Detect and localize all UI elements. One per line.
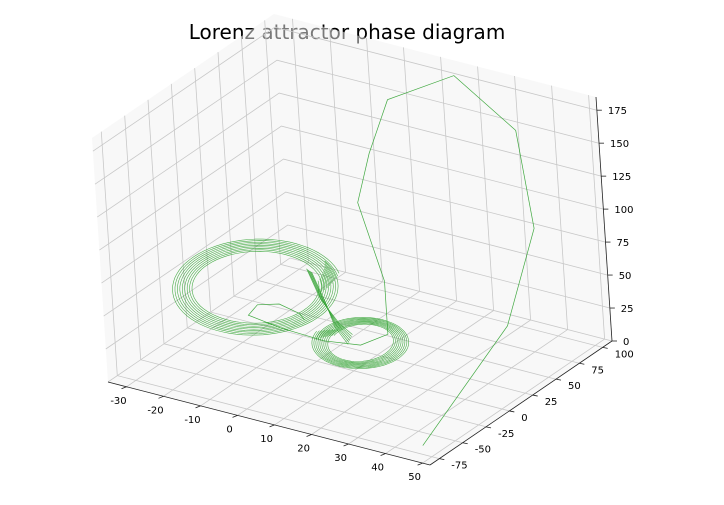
x-tick-label: -30	[110, 396, 126, 407]
z-tick-label: 0	[623, 337, 629, 348]
x-tick-label: 50	[408, 472, 421, 483]
y-tick-label: 50	[568, 381, 581, 392]
x-tick-label: 30	[334, 453, 347, 464]
left-wing-orbit	[172, 238, 340, 336]
z-tick-label: 100	[614, 205, 633, 216]
right-wing-orbit	[313, 317, 408, 369]
z-tick-label: 50	[619, 271, 632, 282]
right-wing-orbit	[317, 319, 404, 367]
x-tick	[417, 462, 423, 466]
y-tick-label: 0	[521, 413, 527, 424]
right-wing-orbit	[321, 321, 400, 365]
z-gridline	[96, 92, 602, 218]
z-gridline	[107, 257, 613, 383]
z-gridline	[94, 59, 600, 185]
x-axis-line	[107, 381, 431, 466]
y-tick-label: 25	[545, 397, 558, 408]
left-wing-orbit	[191, 250, 323, 324]
y-tick	[462, 442, 468, 445]
y-tick-label: 75	[591, 365, 604, 376]
axis-panes	[92, 14, 612, 465]
left-wing-orbit	[189, 249, 326, 326]
y-tick	[555, 378, 562, 381]
x-tick-label: -20	[147, 405, 163, 416]
y-tick	[485, 426, 492, 429]
left-wing-orbit	[174, 240, 338, 335]
x-tick	[158, 395, 164, 399]
x-tick-label: 10	[260, 434, 273, 445]
series-layer	[172, 75, 535, 446]
z-tick-label: 175	[608, 106, 627, 117]
bridge-orbit	[306, 268, 353, 335]
x-tick	[380, 453, 386, 456]
y-tick	[509, 410, 515, 413]
right-wing-orbit	[323, 322, 398, 364]
y-tick	[532, 394, 538, 397]
left-wing-orbit	[177, 241, 337, 333]
z-gridline	[99, 125, 604, 251]
x-tick	[306, 434, 312, 437]
trajectory-line	[247, 75, 535, 446]
x-tick	[121, 386, 127, 390]
bridge-orbit	[308, 270, 352, 339]
x-tick	[232, 415, 238, 418]
z-axis-line	[595, 96, 613, 342]
left-wing-orbit	[181, 244, 333, 330]
x-tick-label: -10	[184, 415, 200, 426]
back-wall-pane	[274, 14, 612, 341]
x-tick	[269, 424, 275, 428]
y-tick	[439, 458, 445, 461]
y-axis-line	[429, 340, 613, 466]
z-tick-label: 25	[621, 304, 634, 315]
right-wing-orbit	[315, 318, 406, 368]
x-tick-label: 0	[226, 424, 232, 435]
y-tick-label: 100	[615, 349, 634, 360]
axis-lines	[107, 96, 613, 466]
right-wing-orbit	[319, 320, 402, 366]
x-tick	[195, 405, 201, 409]
left-wing-orbit	[186, 247, 328, 327]
x-tick	[343, 443, 349, 447]
z-gridline	[101, 158, 606, 284]
x-tick-label: 20	[297, 444, 310, 455]
tick-marks: -30-20-1001020304050-75-50-2502550751000…	[110, 106, 633, 483]
z-tick-label: 75	[617, 238, 630, 249]
grid-lines	[92, 18, 613, 464]
right-wing-orbit	[327, 323, 394, 362]
y-tick-label: -25	[498, 429, 514, 440]
x-tick-label: 40	[371, 463, 384, 474]
z-tick-label: 150	[610, 139, 629, 150]
y-tick	[602, 346, 608, 349]
y-tick-label: -75	[451, 461, 467, 472]
bridge-orbit	[307, 269, 352, 337]
y-tick	[579, 362, 585, 365]
y-tick-label: -50	[475, 445, 491, 456]
z-gridline	[103, 191, 608, 317]
z-gridline	[92, 26, 597, 152]
left-wing-orbit	[184, 246, 330, 328]
right-wing-orbit	[311, 317, 410, 369]
z-tick-label: 125	[612, 172, 631, 183]
left-wing-orbit	[179, 243, 335, 331]
right-wing-orbit	[325, 323, 396, 363]
z-gridline	[105, 224, 610, 350]
